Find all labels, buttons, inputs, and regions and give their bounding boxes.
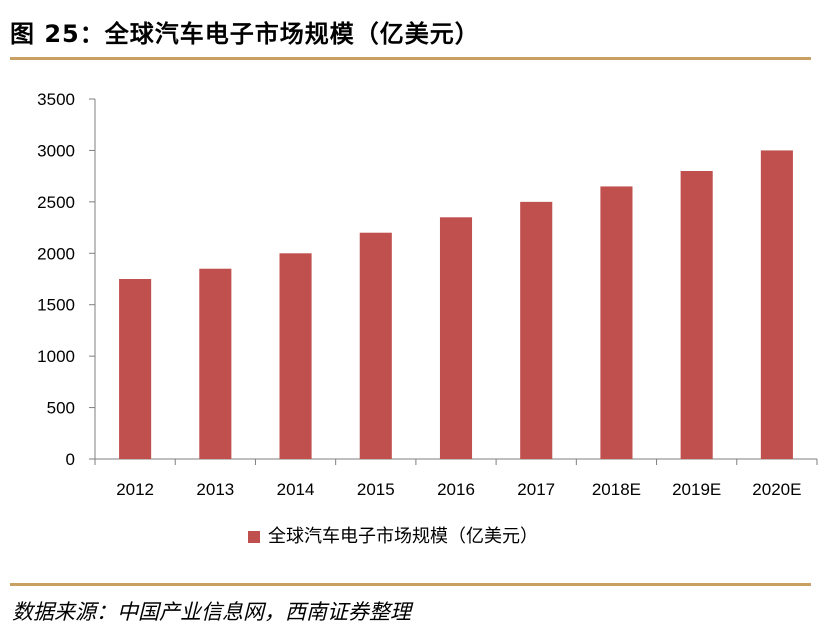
y-tick-label: 0: [66, 450, 75, 469]
y-tick-label: 500: [47, 399, 75, 418]
y-tick-label: 3000: [37, 141, 75, 160]
legend: 全球汽车电子市场规模（亿美元）: [248, 526, 538, 547]
legend-swatch: [248, 531, 260, 543]
legend-label: 全球汽车电子市场规模（亿美元）: [268, 526, 538, 547]
y-axis: 0 500 1000 1500 2000 2500 3000 3500: [37, 90, 96, 469]
top-rule: [10, 57, 811, 60]
x-tick-label: 2015: [357, 480, 395, 499]
bar-2020E: [760, 150, 793, 459]
bar-2018E: [600, 186, 633, 459]
bars: [119, 150, 793, 459]
x-tick-label: 2014: [277, 480, 315, 499]
figure-title: 图 25：全球汽车电子市场规模（亿美元）: [10, 20, 480, 48]
source-note: 数据来源：中国产业信息网，西南证券整理: [12, 600, 411, 624]
bar-2017: [520, 201, 553, 459]
x-axis: 2012 2013 2014 2015 2016 2017 2018E 2019E 2020E: [94, 458, 818, 499]
x-tick-label: 2017: [517, 480, 555, 499]
bar-2019E: [680, 171, 713, 459]
bar-2015: [359, 232, 392, 459]
x-tick-label: 2012: [116, 480, 154, 499]
x-tick-label: 2016: [437, 480, 475, 499]
x-tick-label: 2019E: [672, 480, 721, 499]
bar-2014: [279, 253, 312, 459]
y-tick-label: 3500: [37, 90, 75, 109]
bar-2016: [439, 217, 473, 459]
bar-2012: [119, 279, 152, 459]
y-tick-label: 1000: [37, 347, 75, 366]
y-tick-label: 1500: [37, 296, 75, 315]
bar-2013: [199, 268, 232, 459]
y-tick-label: 2500: [37, 193, 75, 212]
bottom-rule: [10, 583, 811, 586]
x-tick-label: 2020E: [752, 480, 801, 499]
y-tick-label: 2000: [37, 244, 75, 263]
x-tick-label: 2018E: [592, 480, 641, 499]
x-tick-label: 2013: [196, 480, 234, 499]
